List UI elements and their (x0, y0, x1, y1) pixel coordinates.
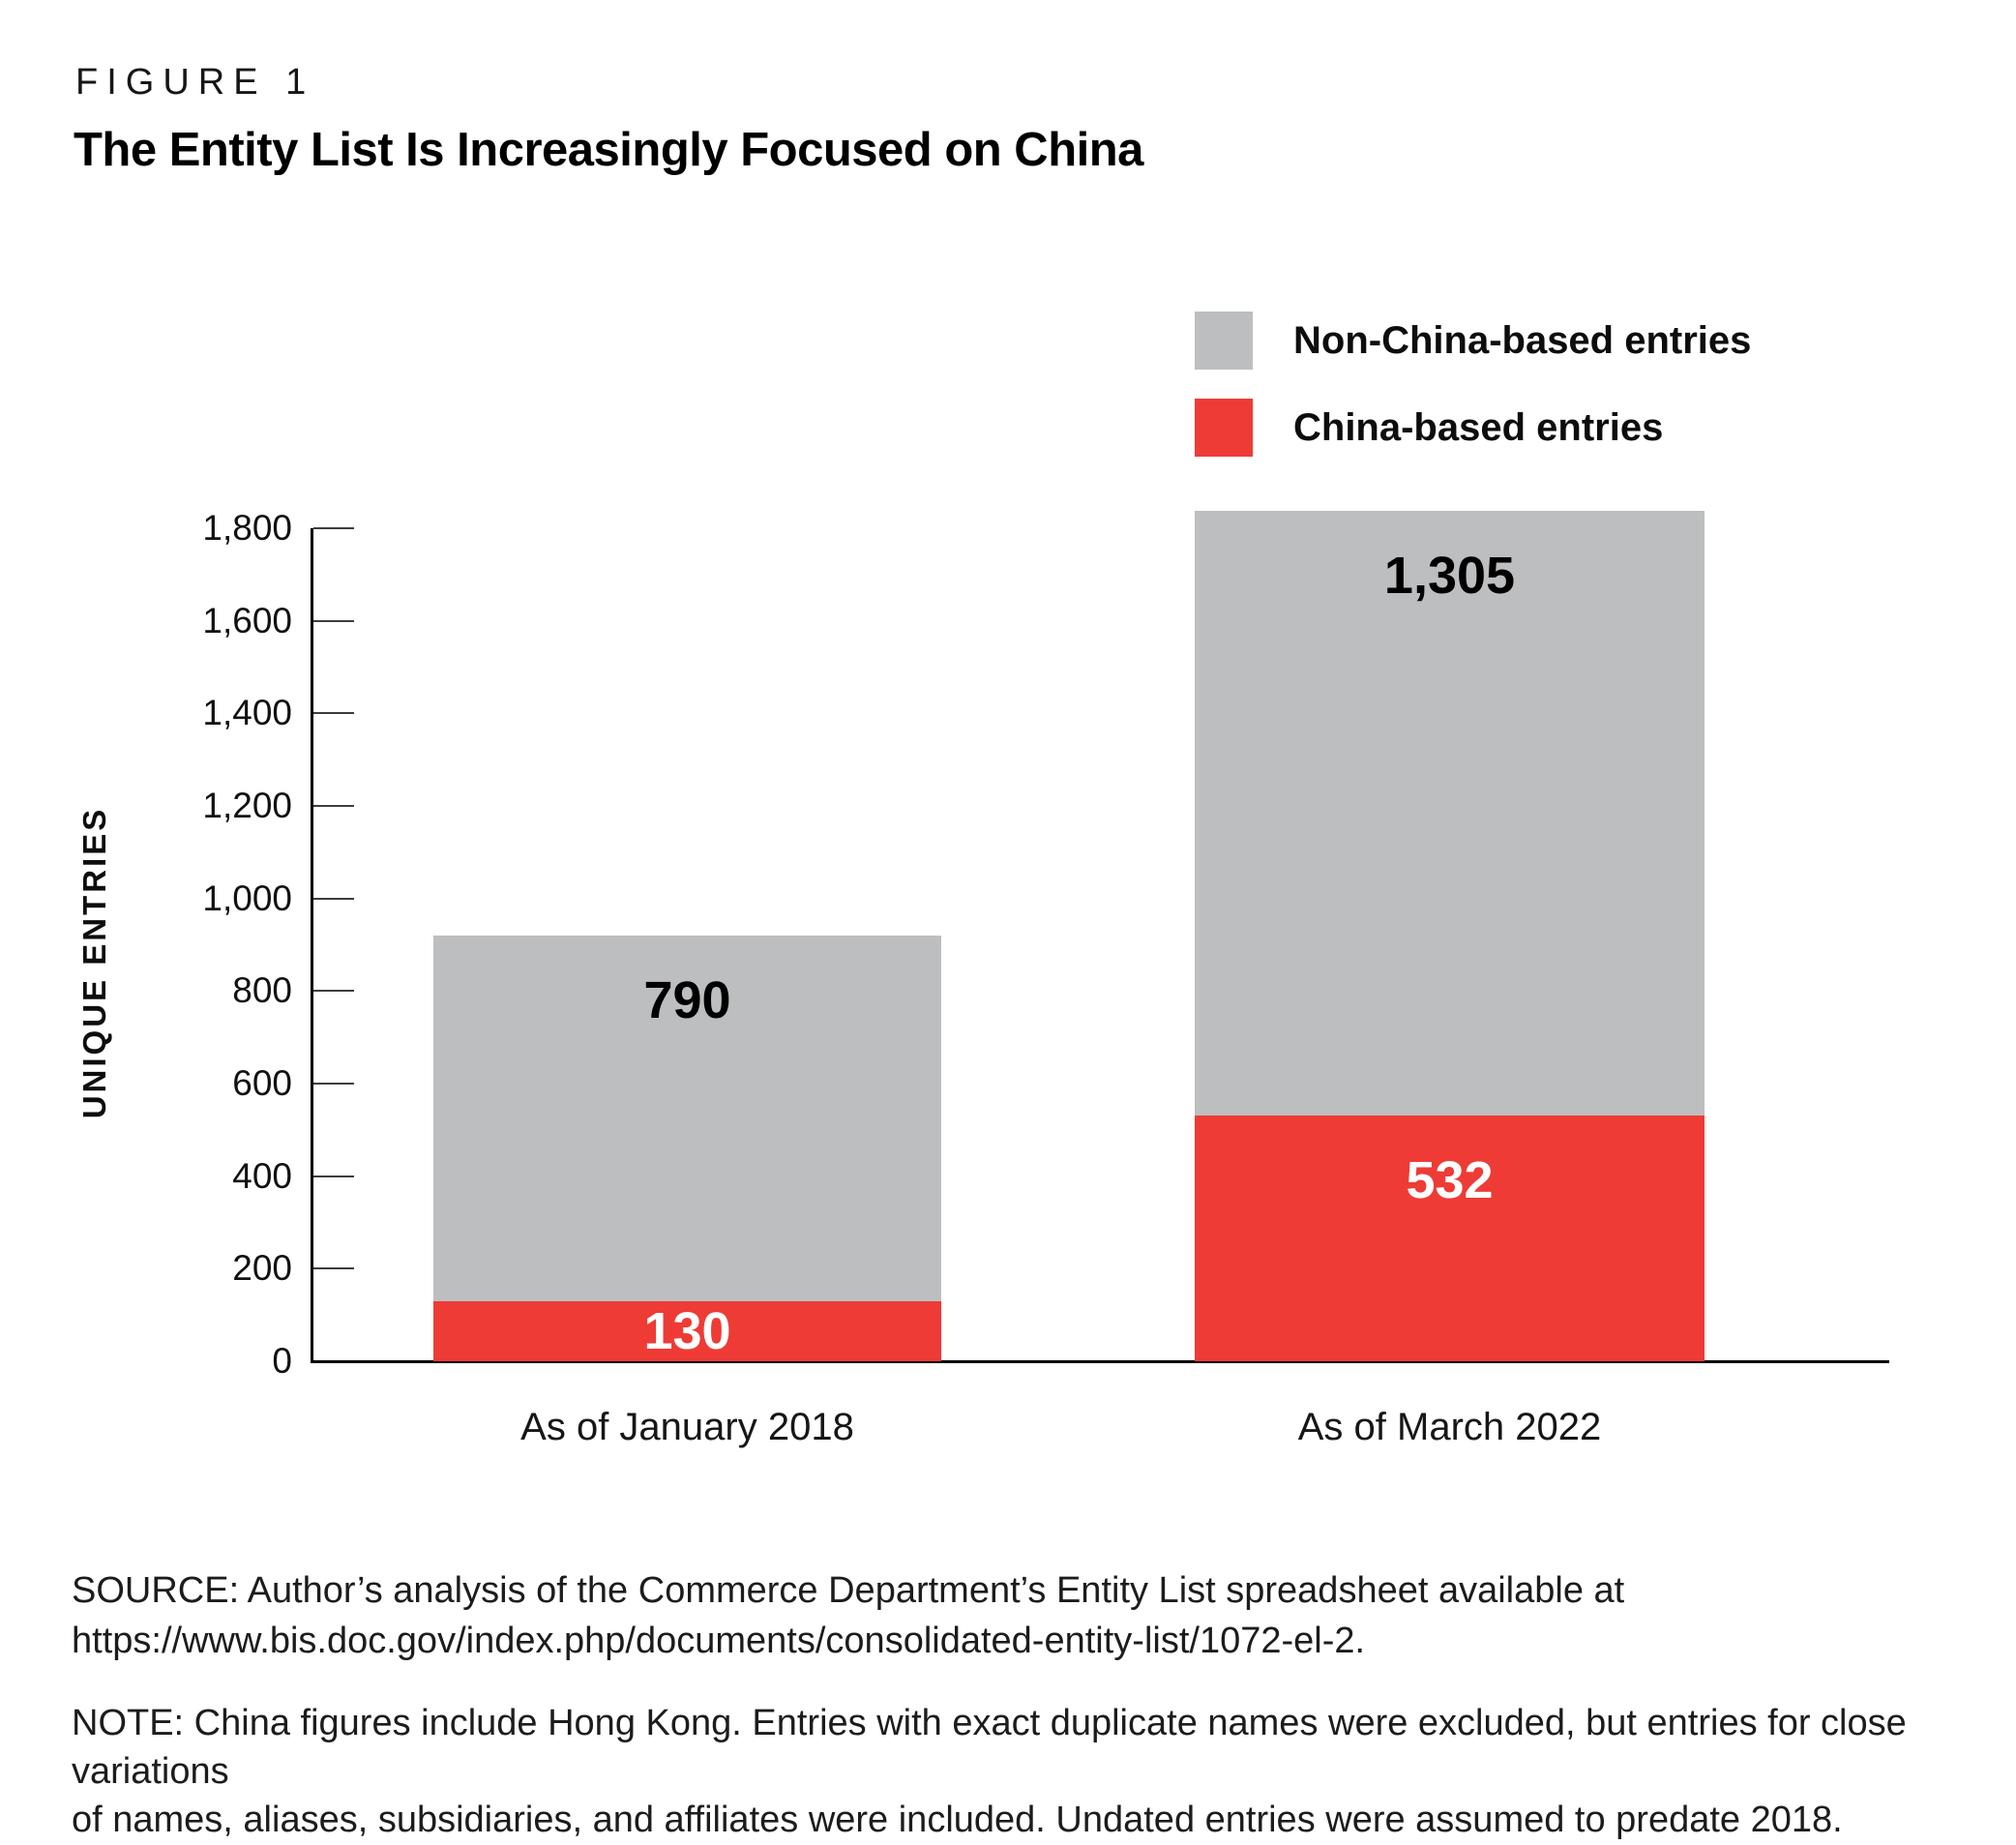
bar-value-label: 532 (1406, 1150, 1494, 1209)
y-axis-tick-label: 400 (232, 1155, 292, 1196)
legend-swatch-china-icon (1195, 399, 1253, 457)
bar-segment-non-china: 790 (433, 935, 941, 1301)
source-text: SOURCE: Author’s analysis of the Commerc… (72, 1565, 1716, 1666)
source-line-2: https://www.bis.doc.gov/index.php/docume… (72, 1621, 1366, 1661)
y-axis-tick (313, 1175, 354, 1177)
x-axis-label: As of January 2018 (520, 1406, 854, 1448)
figure-title: The Entity List Is Increasingly Focused … (74, 124, 1143, 176)
y-axis-title: UNIQUE ENTRIES (76, 806, 112, 1119)
y-axis-tick (313, 619, 354, 622)
x-axis-line (311, 1360, 1889, 1363)
y-axis-tick (313, 1267, 354, 1270)
y-axis-tick-label: 200 (232, 1248, 292, 1289)
y-axis-tick (313, 897, 354, 900)
y-axis-tick-label: 1,600 (202, 600, 292, 640)
y-axis-tick (313, 527, 354, 529)
note-text: NOTE: China figures include Hong Kong. E… (72, 1699, 1968, 1844)
y-axis-tick-label: 1,200 (202, 786, 292, 825)
y-axis-tick-label: 1,000 (202, 878, 292, 918)
y-axis-line (311, 528, 313, 1363)
y-axis-tick (313, 990, 354, 993)
source-line-1: SOURCE: Author’s analysis of the Commerc… (72, 1570, 1625, 1611)
legend-label-china: China-based entries (1293, 406, 1664, 449)
legend-swatch-non-china-icon (1195, 312, 1253, 370)
y-axis-tick-label: 1,800 (202, 508, 292, 548)
y-axis-tick (313, 1083, 354, 1085)
y-axis-tick (313, 805, 354, 807)
bar-segment-china: 532 (1195, 1115, 1705, 1361)
bar-value-label: 130 (643, 1301, 731, 1360)
legend-label-non-china: Non-China-based entries (1293, 319, 1752, 362)
figure-label: FIGURE 1 (75, 62, 315, 103)
y-axis-tick (313, 712, 354, 715)
bar-segment-non-china: 1,305 (1195, 511, 1705, 1116)
note-line-2: of names, aliases, subsidiaries, and aff… (72, 1800, 1843, 1840)
y-axis-tick-label: 1,400 (202, 693, 292, 733)
y-axis-tick-label: 600 (232, 1063, 292, 1103)
bar-value-label: 1,305 (1383, 547, 1516, 606)
bar-segment-china: 130 (433, 1300, 941, 1361)
y-axis-tick-label: 800 (232, 970, 292, 1011)
note-line-1: NOTE: China figures include Hong Kong. E… (72, 1703, 1907, 1792)
bar-value-label: 790 (643, 970, 731, 1029)
y-axis-tick-label: 0 (272, 1341, 292, 1381)
x-axis-label: As of March 2022 (1297, 1406, 1602, 1448)
